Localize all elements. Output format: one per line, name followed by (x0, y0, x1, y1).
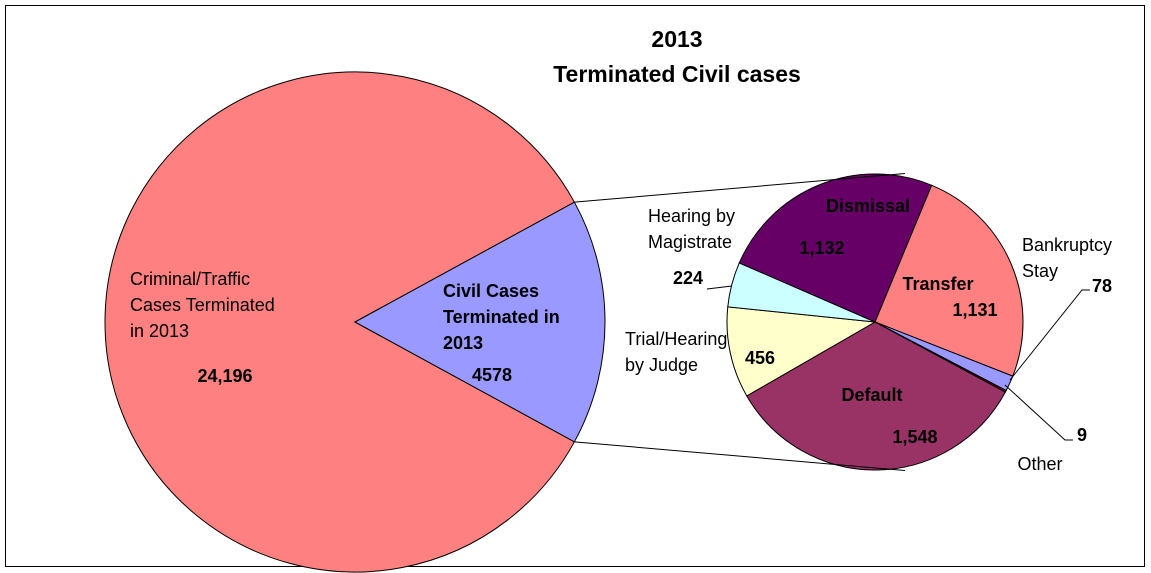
value-label: 1,132 (799, 238, 844, 258)
connector-line (574, 441, 906, 471)
pie-slice (874, 184, 1024, 377)
value-label: 4578 (472, 365, 512, 385)
chart-title: 2013 (651, 26, 702, 52)
slice-label: Hearing by Magistrate (648, 206, 740, 252)
value-label: 224 (673, 268, 703, 288)
pie-slice (727, 262, 876, 323)
slice-label: Transfer (902, 274, 973, 294)
leader-line (706, 285, 733, 290)
slice-label: Civil Cases Terminated in 2013 (443, 281, 565, 353)
slice-label: Default (841, 385, 902, 405)
slice-label: Other (1017, 454, 1062, 474)
pie-slice (738, 173, 933, 323)
chart-subtitle: Terminated Civil cases (553, 61, 801, 87)
value-label: 1,131 (952, 300, 997, 320)
pie-slice (726, 306, 877, 397)
slice-label: Dismissal (826, 196, 910, 216)
value-label: 456 (745, 348, 775, 368)
pie-slice (104, 71, 576, 573)
connector-line (574, 173, 906, 203)
slice-label: Criminal/Traffic Cases Terminated in 201… (130, 269, 280, 341)
slice-label: Bankruptcy Stay (1022, 235, 1117, 281)
value-label: 78 (1092, 276, 1112, 296)
leader-line (1004, 384, 1073, 441)
value-label: 24,196 (197, 366, 252, 386)
pie-slice (353, 201, 606, 443)
leader-line (1009, 289, 1090, 381)
slice-label: Trial/Hearing by Judge (625, 329, 732, 375)
value-label: 9 (1077, 425, 1087, 445)
value-label: 1,548 (892, 427, 937, 447)
